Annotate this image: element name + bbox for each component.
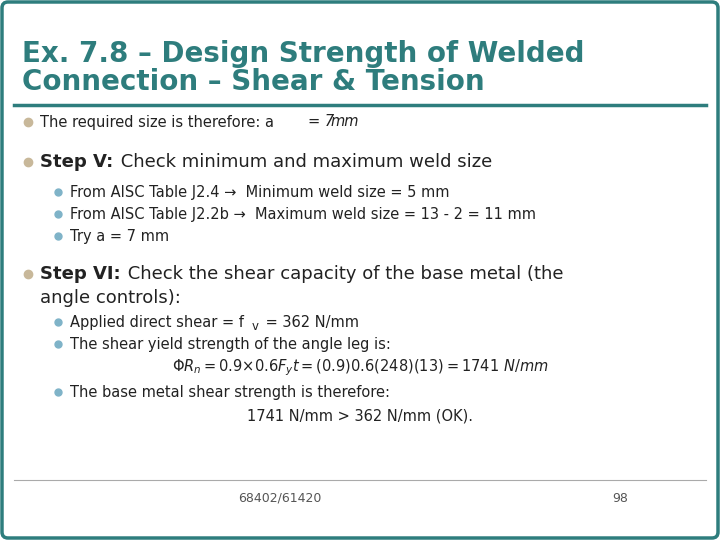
Text: The base metal shear strength is therefore:: The base metal shear strength is therefo…: [70, 384, 390, 400]
Text: Check the shear capacity of the base metal (the: Check the shear capacity of the base met…: [122, 265, 564, 283]
Text: Ex. 7.8 – Design Strength of Welded: Ex. 7.8 – Design Strength of Welded: [22, 40, 585, 68]
Text: mm: mm: [330, 114, 359, 130]
Text: Try a = 7 mm: Try a = 7 mm: [70, 228, 169, 244]
Text: Applied direct shear = f: Applied direct shear = f: [70, 314, 244, 329]
Text: Step VI:: Step VI:: [40, 265, 121, 283]
Text: v: v: [252, 320, 259, 333]
Text: The required size is therefore: a: The required size is therefore: a: [40, 114, 279, 130]
Text: The shear yield strength of the angle leg is:: The shear yield strength of the angle le…: [70, 336, 391, 352]
Text: Connection – Shear & Tension: Connection – Shear & Tension: [22, 68, 485, 96]
Text: 98: 98: [612, 491, 628, 504]
Text: $\mathit{\Phi R_n = 0.9{\times}0.6F_y t = (0.9)0.6(248)(13) = 1741\ N/mm}$: $\mathit{\Phi R_n = 0.9{\times}0.6F_y t …: [172, 357, 548, 379]
Text: angle controls):: angle controls):: [40, 289, 181, 307]
Text: = 362 N/mm: = 362 N/mm: [261, 314, 359, 329]
Text: Check minimum and maximum weld size: Check minimum and maximum weld size: [115, 153, 492, 171]
Text: 1741 N/mm > 362 N/mm (OK).: 1741 N/mm > 362 N/mm (OK).: [247, 408, 473, 423]
Text: 68402/61420: 68402/61420: [238, 491, 322, 504]
Text: Step V:: Step V:: [40, 153, 113, 171]
Text: = 7: = 7: [308, 114, 338, 130]
Text: From AISC Table J2.2b →  Maximum weld size = 13 - 2 = 11 mm: From AISC Table J2.2b → Maximum weld siz…: [70, 206, 536, 221]
Text: From AISC Table J2.4 →  Minimum weld size = 5 mm: From AISC Table J2.4 → Minimum weld size…: [70, 185, 449, 199]
